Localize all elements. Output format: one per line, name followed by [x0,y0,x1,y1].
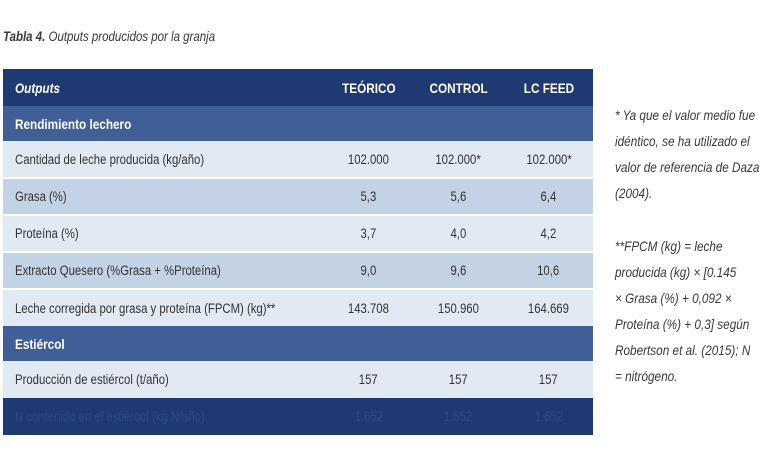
header-lc-feed: LC FEED [523,79,574,96]
section-title: Estiércol [15,335,65,352]
table-row: Grasa (%) 5,3 5,6 6,4 [3,177,593,215]
row-label: Grasa (%) [3,177,325,215]
cell-teorico: 5,3 [324,177,413,215]
cell-control: 9,6 [412,251,505,289]
cell-control: 157 [448,372,468,387]
header-control: CONTROL [429,79,488,96]
cell-teorico: 143.708 [324,288,413,326]
footnote-line: **FPCM (kg) = leche [615,238,723,254]
footnote-line: Robertson et al. (2015); N [615,342,751,358]
cell-teorico: 157 [359,372,379,387]
cell-lc-feed: 6,4 [504,177,593,215]
cell-control: 1.652 [444,409,473,424]
row-label: N contenido en el estiércol (kg N/año) [15,409,205,424]
footnote-line: (2004). [615,185,653,201]
footnote-line: producida (kg) × [0.145 [615,264,737,280]
row-label: Producción de estiércol (t/año) [15,372,169,387]
row-label: Proteína (%) [3,214,325,252]
caption-prefix: Tabla 4. [3,28,46,44]
footnote-1: * Ya que el valor medio fue idéntico, se… [615,102,767,206]
footnote-line: = nitrógeno. [615,368,678,384]
section-row-estiercol: Estiércol [3,326,593,361]
section-title: Rendimiento lechero [15,115,132,132]
table-header-row: Outputs TEÓRICO CONTROL LC FEED [3,69,593,106]
cell-control: 5,6 [412,177,505,215]
row-label: Cantidad de leche producida (kg/año) [15,151,205,167]
footnote-line: × Grasa (%) + 0,092 × [615,290,732,306]
row-label: Leche corregida por grasa y proteína (FP… [3,288,325,326]
section-row-rendimiento: Rendimiento lechero [3,106,593,141]
cell-lc-feed: 4,2 [504,214,593,252]
footnote-line: idéntico, se ha utilizado el [615,133,750,149]
cell-lc-feed: 164.669 [504,288,593,326]
cell-lc-feed: 1.652 [534,409,563,424]
cell-control: 102.000* [435,151,482,167]
footnote-2: **FPCM (kg) = leche producida (kg) × [0.… [615,233,767,389]
cell-teorico: 1.652 [354,409,383,424]
cell-control: 150.960 [412,288,505,326]
cell-lc-feed: 10,6 [504,251,593,289]
table-row: Producción de estiércol (t/año) 157 157 … [3,361,593,398]
footnote-line: Proteína (%) + 0,3] según [615,316,750,332]
row-label: Extracto Quesero (%Grasa + %Proteína) [3,251,325,289]
table-row: N contenido en el estiércol (kg N/año) 1… [3,398,593,435]
cell-teorico: 3,7 [324,214,413,252]
footnote-line: valor de referencia de Daza [615,159,760,175]
cell-teorico: 102.000 [348,151,390,167]
cell-teorico: 9,0 [324,251,413,289]
cell-lc-feed: 102.000* [525,151,572,167]
table-row: Extracto Quesero (%Grasa + %Proteína) 9,… [3,251,593,289]
table-row: Proteína (%) 3,7 4,0 4,2 [3,214,593,252]
table-row: Cantidad de leche producida (kg/año) 102… [3,141,593,178]
cell-lc-feed: 157 [539,372,559,387]
table-row: Leche corregida por grasa y proteína (FP… [3,288,593,326]
outputs-table: Outputs TEÓRICO CONTROL LC FEED Rendimie… [3,69,593,435]
table-caption: Tabla 4. Outputs producidos por la granj… [3,28,215,44]
footnote-line: * Ya que el valor medio fue [615,107,756,123]
header-teorico: TEÓRICO [341,79,396,96]
cell-control: 4,0 [412,214,505,252]
caption-text: Outputs producidos por la granja [45,28,216,44]
header-outputs: Outputs [15,79,61,96]
